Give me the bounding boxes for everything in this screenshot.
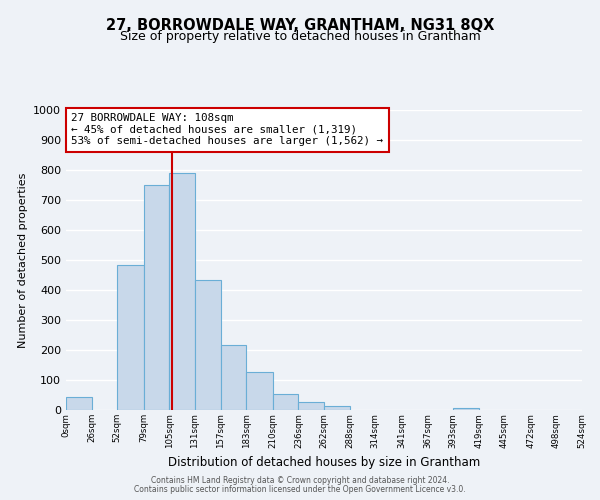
Bar xyxy=(169,173,195,410)
Bar xyxy=(298,402,324,410)
Bar xyxy=(144,185,169,410)
Bar xyxy=(117,265,144,410)
Text: Contains public sector information licensed under the Open Government Licence v3: Contains public sector information licen… xyxy=(134,484,466,494)
Y-axis label: Number of detached properties: Number of detached properties xyxy=(17,172,28,348)
Bar xyxy=(66,397,92,410)
Text: Contains HM Land Registry data © Crown copyright and database right 2024.: Contains HM Land Registry data © Crown c… xyxy=(151,476,449,485)
Bar xyxy=(273,394,298,410)
X-axis label: Distribution of detached houses by size in Grantham: Distribution of detached houses by size … xyxy=(168,456,480,469)
Bar xyxy=(453,408,479,410)
Bar xyxy=(195,280,221,410)
Text: 27 BORROWDALE WAY: 108sqm
← 45% of detached houses are smaller (1,319)
53% of se: 27 BORROWDALE WAY: 108sqm ← 45% of detac… xyxy=(71,113,383,146)
Text: Size of property relative to detached houses in Grantham: Size of property relative to detached ho… xyxy=(119,30,481,43)
Bar xyxy=(324,406,350,410)
Text: 27, BORROWDALE WAY, GRANTHAM, NG31 8QX: 27, BORROWDALE WAY, GRANTHAM, NG31 8QX xyxy=(106,18,494,32)
Bar xyxy=(221,344,246,410)
Bar xyxy=(246,372,273,410)
